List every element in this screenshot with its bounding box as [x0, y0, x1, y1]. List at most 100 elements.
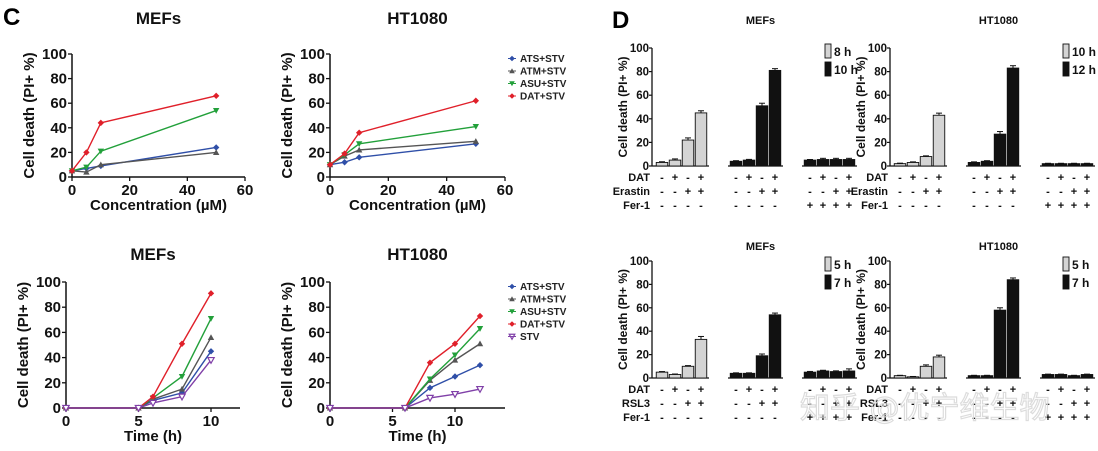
condition-sign: +	[846, 186, 852, 198]
diamond-marker	[355, 154, 363, 161]
condition-sign: +	[1071, 200, 1077, 212]
x-axis-label: Concentration (µM)	[349, 197, 486, 214]
y-tick-label: 100	[42, 46, 67, 63]
y-tick-label: 0	[59, 169, 67, 186]
bar	[932, 114, 946, 167]
bar	[1054, 163, 1068, 167]
diamond-marker	[83, 149, 90, 156]
y-tick-label: 60	[308, 95, 325, 112]
condition-sign: -	[1059, 186, 1063, 198]
condition-sign: -	[924, 384, 928, 396]
series-line-dat-stv	[329, 100, 477, 166]
triangle-up-marker	[472, 138, 480, 144]
x-axis-label: Time (h)	[124, 428, 182, 445]
condition-sign: -	[734, 412, 738, 424]
y-tick-label: 40	[636, 114, 649, 126]
condition-sign: -	[808, 398, 812, 410]
condition-sign: +	[1045, 412, 1051, 424]
y-tick-label: 80	[44, 299, 61, 316]
condition-sign: +	[746, 172, 752, 184]
condition-sign: -	[898, 186, 902, 198]
condition-sign: -	[972, 412, 976, 424]
y-tick-label: 80	[636, 67, 649, 79]
panel-label-d: D	[612, 7, 629, 34]
bar	[1067, 375, 1081, 379]
y-tick-label: 20	[874, 350, 887, 362]
x-tick-label: 5	[134, 413, 142, 430]
x-tick-label: 60	[237, 182, 254, 199]
bar	[919, 156, 933, 167]
triangle-down-marker	[451, 352, 459, 359]
bar	[906, 162, 920, 167]
condition-sign: +	[1058, 384, 1064, 396]
condition-sign: +	[672, 172, 678, 184]
y-tick-label: 60	[44, 324, 61, 341]
series-line-atm-stv	[66, 337, 212, 409]
legend-label: 12 h	[1072, 63, 1096, 77]
y-tick-label: 20	[50, 144, 67, 161]
bar	[1067, 163, 1081, 167]
condition-label: Erastin	[851, 186, 889, 198]
y-tick-label: 0	[53, 400, 61, 417]
condition-sign: +	[1010, 172, 1016, 184]
bar	[993, 133, 1007, 167]
diamond-marker	[426, 384, 434, 392]
legend-swatch	[1062, 274, 1070, 290]
condition-sign: -	[808, 186, 812, 198]
y-axis-label: Cell death (PI+ %)	[616, 269, 630, 370]
triangle-down-marker	[207, 315, 215, 322]
x-tick-label: 60	[497, 182, 514, 199]
condition-sign: -	[924, 200, 928, 212]
legend-swatch	[824, 256, 832, 272]
y-tick-label: 60	[874, 90, 887, 102]
y-tick-label: 40	[44, 350, 61, 367]
bar	[1080, 374, 1094, 379]
condition-sign: -	[924, 412, 928, 424]
condition-label: Fer-1	[861, 412, 888, 424]
diamond-marker	[476, 312, 484, 320]
bar	[803, 371, 817, 379]
x-tick-label: 0	[62, 413, 70, 430]
bar	[668, 159, 682, 167]
condition-sign: +	[1084, 384, 1090, 396]
y-tick-label: 0	[317, 400, 325, 417]
condition-sign: +	[772, 398, 778, 410]
condition-sign: -	[734, 186, 738, 198]
bar	[755, 355, 769, 379]
condition-sign: -	[1046, 186, 1050, 198]
condition-sign: +	[1084, 200, 1090, 212]
bar	[829, 371, 843, 379]
y-tick-label: 100	[630, 256, 649, 268]
condition-sign: -	[911, 398, 915, 410]
condition-sign: -	[821, 186, 825, 198]
condition-sign: -	[898, 200, 902, 212]
condition-label: DAT	[866, 172, 888, 184]
condition-sign: -	[686, 172, 690, 184]
condition-sign: -	[686, 412, 690, 424]
x-tick-label: 0	[326, 413, 334, 430]
x-tick-label: 5	[388, 413, 396, 430]
triangle-up-marker	[83, 168, 90, 175]
triangle-down-marker	[97, 148, 105, 155]
condition-sign: -	[972, 398, 976, 410]
watermark: 知乎 @优宁维生物	[800, 391, 1050, 426]
condition-sign: +	[1084, 398, 1090, 410]
legend-label: 7 h	[1072, 276, 1089, 290]
diamond-marker	[207, 290, 215, 297]
chart-title: HT1080	[387, 245, 447, 264]
condition-sign: -	[898, 384, 902, 396]
bar	[742, 159, 756, 167]
diamond-marker	[178, 340, 186, 347]
bar	[906, 376, 920, 379]
condition-sign: -	[673, 200, 677, 212]
condition-sign: -	[985, 412, 989, 424]
condition-sign: +	[820, 412, 826, 424]
condition-sign: +	[698, 398, 704, 410]
series-line-atm-stv	[71, 151, 217, 173]
triangle-down-marker	[178, 373, 186, 380]
triangle-down-marker	[83, 164, 90, 171]
condition-label: Erastin	[613, 186, 651, 198]
y-axis-label: Cell death (PI+ %)	[854, 56, 868, 157]
